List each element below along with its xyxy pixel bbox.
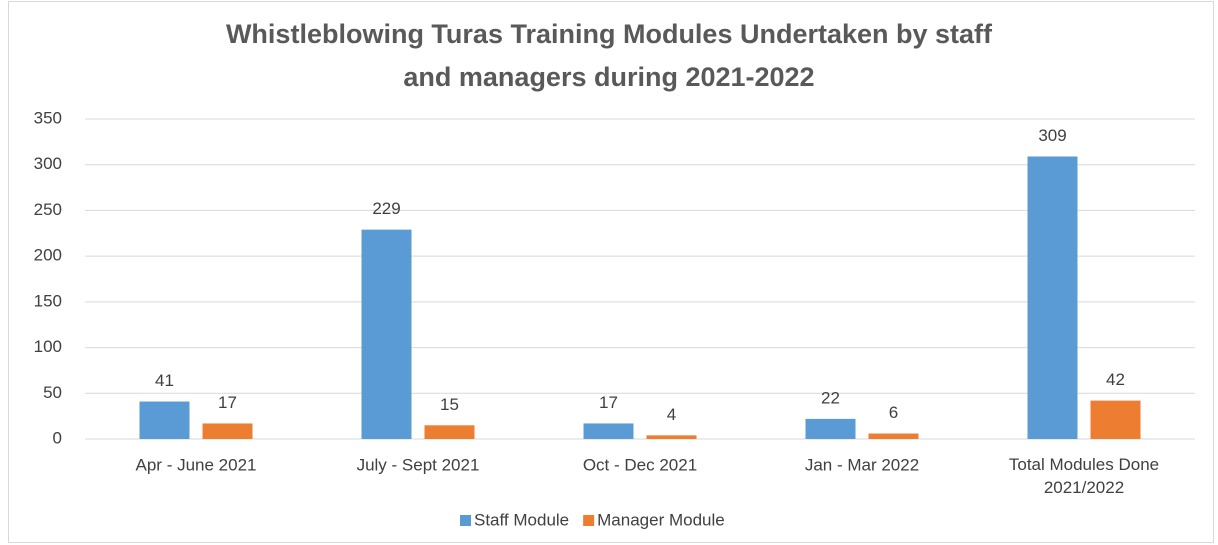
data-label: 17 — [599, 393, 618, 412]
chart-border — [8, 1, 1214, 543]
y-tick-label: 350 — [34, 108, 62, 127]
bar — [805, 418, 856, 439]
chart-title: Whistleblowing Turas Training Modules Un… — [226, 19, 993, 49]
bar — [868, 433, 919, 439]
y-tick-label: 0 — [53, 428, 62, 447]
bar — [424, 425, 475, 439]
x-tick-label: Apr - June 2021 — [136, 455, 257, 474]
chart-title: and managers during 2021-2022 — [403, 62, 814, 92]
data-label: 309 — [1038, 126, 1066, 145]
bar — [583, 423, 634, 439]
y-tick-label: 50 — [43, 383, 62, 402]
legend-swatch — [460, 515, 471, 526]
data-label: 229 — [372, 199, 400, 218]
x-tick-label: Oct - Dec 2021 — [583, 455, 697, 474]
x-tick-label: Total Modules Done 2021/2022 — [1009, 455, 1159, 497]
bar — [1090, 400, 1141, 439]
data-label: 17 — [218, 393, 237, 412]
legend-swatch — [583, 515, 595, 526]
data-label: 22 — [821, 388, 840, 407]
legend-label: Manager Module — [597, 510, 725, 529]
bar — [1027, 156, 1078, 439]
data-label: 42 — [1106, 370, 1125, 389]
data-label: 4 — [667, 405, 676, 424]
y-tick-label: 250 — [34, 200, 62, 219]
bar — [361, 229, 412, 439]
bar — [202, 423, 253, 439]
data-label: 15 — [440, 395, 459, 414]
y-tick-label: 300 — [34, 154, 62, 173]
bar — [139, 401, 190, 439]
y-tick-label: 100 — [34, 337, 62, 356]
legend-label: Staff Module — [474, 510, 569, 529]
data-label: 6 — [889, 403, 898, 422]
data-label: 41 — [155, 371, 174, 390]
x-tick-label: Jan - Mar 2022 — [805, 455, 919, 474]
y-tick-label: 200 — [34, 246, 62, 265]
bar — [646, 435, 697, 439]
y-tick-label: 150 — [34, 291, 62, 310]
x-tick-label: July - Sept 2021 — [357, 455, 480, 474]
